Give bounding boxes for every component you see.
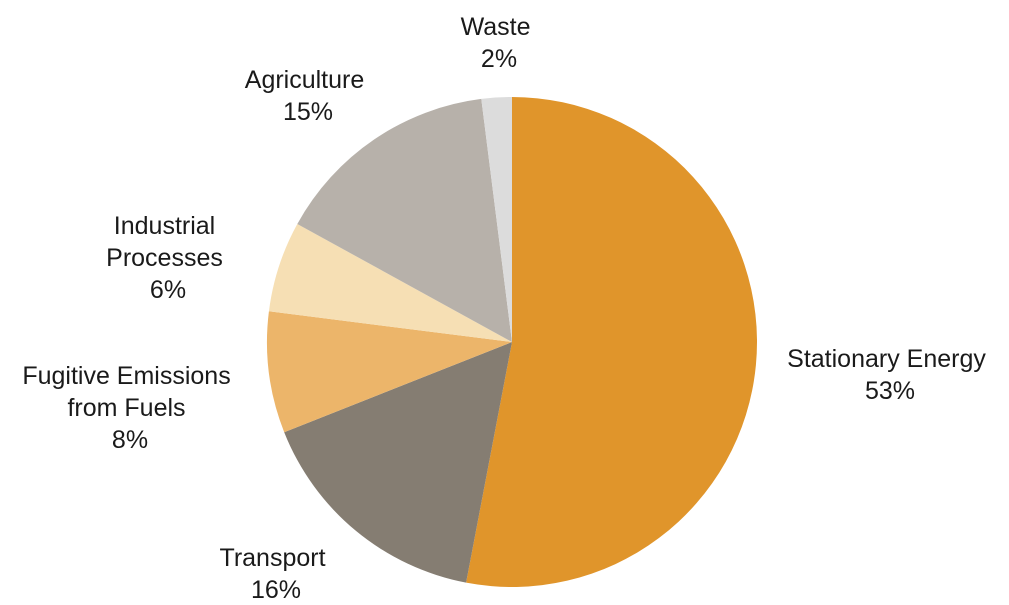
label-waste: Waste 2% (461, 13, 538, 73)
slice-stationary-energy (466, 97, 758, 588)
slice-labels: Stationary Energy 53% Transport 16% Fugi… (22, 13, 993, 604)
slice-transport (284, 342, 512, 583)
slice-fugitive-emissions (266, 311, 512, 433)
slice-industrial-processes (268, 223, 512, 342)
pie-slices (266, 96, 758, 588)
slice-agriculture (297, 98, 512, 343)
label-agriculture: Agriculture 15% (245, 66, 371, 126)
label-fugitive-emissions: Fugitive Emissions from Fuels 8% (22, 362, 237, 454)
label-transport: Transport 16% (219, 544, 332, 604)
slice-waste (481, 96, 512, 342)
label-industrial-processes: Industrial Processes 6% (106, 212, 230, 304)
label-stationary-energy: Stationary Energy 53% (787, 345, 993, 405)
